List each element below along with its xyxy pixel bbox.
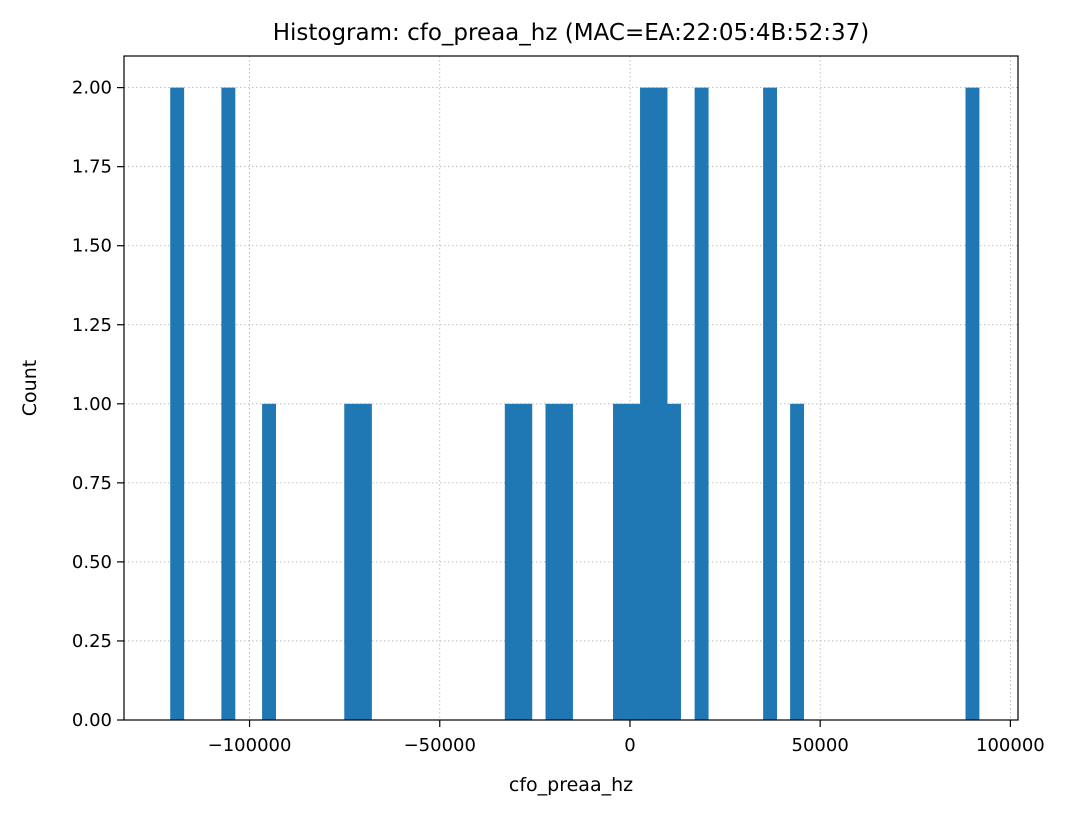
histogram-bar	[504, 403, 519, 720]
histogram-bar	[965, 87, 980, 721]
x-tick-label: 0	[624, 735, 635, 756]
y-tick-label: 0.50	[72, 552, 112, 573]
histogram-bar	[357, 403, 372, 720]
x-tick-label: 50000	[792, 735, 849, 756]
histogram-bar	[763, 87, 778, 721]
histogram-bar	[518, 403, 533, 720]
x-axis-ticks: −100000 −50000 0 50000 100000	[208, 720, 1045, 756]
y-tick-label: 1.50	[72, 236, 112, 257]
histogram-bar	[653, 87, 668, 721]
histogram-bar	[694, 87, 709, 721]
histogram-bar	[545, 403, 560, 720]
y-tick-label: 1.75	[72, 157, 112, 178]
x-tick-label: 100000	[976, 735, 1045, 756]
chart-title: Histogram: cfo_preaa_hz (MAC=EA:22:05:4B…	[273, 20, 870, 46]
y-tick-label: 1.00	[72, 394, 112, 415]
histogram-bar	[559, 403, 573, 720]
y-axis-ticks: 0.00 0.25 0.50 0.75 1.00 1.25 1.50 1.75 2.00	[72, 78, 124, 731]
histogram-bar	[667, 403, 681, 720]
histogram-bar	[170, 87, 185, 721]
histogram-bar	[344, 403, 359, 720]
y-tick-label: 0.00	[72, 710, 112, 731]
y-tick-label: 1.25	[72, 315, 112, 336]
histogram-bar	[262, 403, 276, 720]
histogram-bar	[221, 87, 236, 721]
histogram-bar	[613, 403, 627, 720]
x-axis-label: cfo_preaa_hz	[509, 774, 633, 796]
histogram-bar	[640, 87, 654, 721]
histogram-bar	[626, 403, 641, 720]
y-tick-label: 2.00	[72, 78, 112, 99]
y-tick-label: 0.75	[72, 473, 112, 494]
histogram-bar	[790, 403, 805, 720]
y-tick-label: 0.25	[72, 631, 112, 652]
plot-frame	[123, 55, 1019, 721]
y-axis-label: Count	[19, 360, 41, 416]
x-tick-label: −50000	[404, 735, 476, 756]
x-tick-label: −100000	[208, 735, 292, 756]
histogram-bars	[170, 87, 980, 721]
